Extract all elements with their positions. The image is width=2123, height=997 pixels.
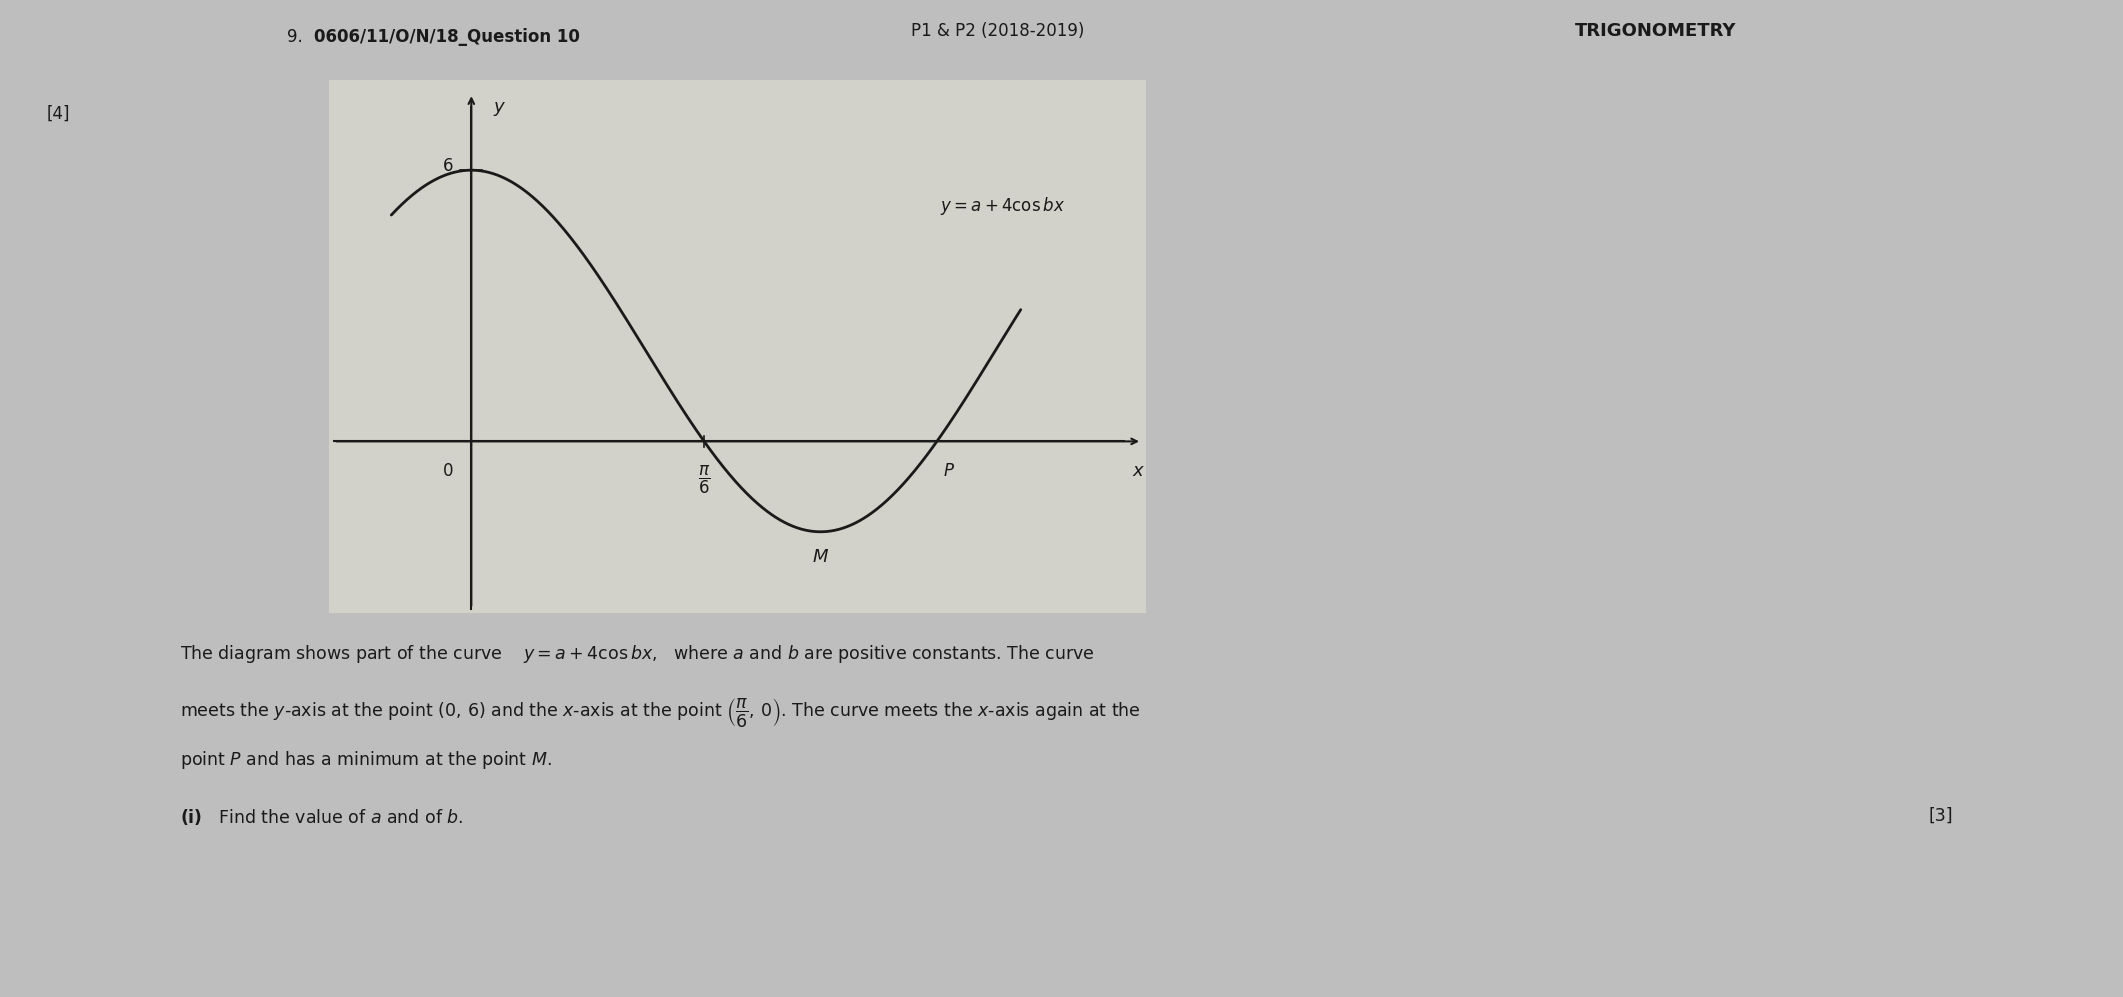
- Text: The diagram shows part of the curve    $y = a + 4\cos bx$,   where $a$ and $b$ a: The diagram shows part of the curve $y =…: [180, 643, 1095, 665]
- Text: meets the $y$-axis at the point $(0,\, 6)$ and the $x$-axis at the point $\left(: meets the $y$-axis at the point $(0,\, 6…: [180, 696, 1142, 729]
- Text: $y = a + 4\cos bx$: $y = a + 4\cos bx$: [940, 195, 1066, 217]
- Text: $\dfrac{\pi}{6}$: $\dfrac{\pi}{6}$: [698, 464, 711, 497]
- Text: y: y: [493, 98, 503, 116]
- Text: [4]: [4]: [47, 105, 70, 123]
- Text: P: P: [943, 462, 953, 480]
- Text: M: M: [813, 547, 828, 565]
- Text: x: x: [1132, 462, 1142, 480]
- Text: 9.: 9.: [287, 28, 301, 46]
- Text: 0606/11/O/N/18_Question 10: 0606/11/O/N/18_Question 10: [314, 28, 580, 46]
- Text: point $P$ and has a minimum at the point $M$.: point $P$ and has a minimum at the point…: [180, 749, 552, 771]
- Text: [3]: [3]: [1928, 807, 1953, 825]
- Text: 0: 0: [444, 462, 454, 480]
- Text: $\mathbf{(i)}$   Find the value of $a$ and of $b$.: $\mathbf{(i)}$ Find the value of $a$ and…: [180, 807, 463, 827]
- Text: TRIGONOMETRY: TRIGONOMETRY: [1575, 22, 1737, 40]
- Text: 6: 6: [444, 157, 454, 174]
- Text: P1 & P2 (2018-2019): P1 & P2 (2018-2019): [911, 22, 1085, 40]
